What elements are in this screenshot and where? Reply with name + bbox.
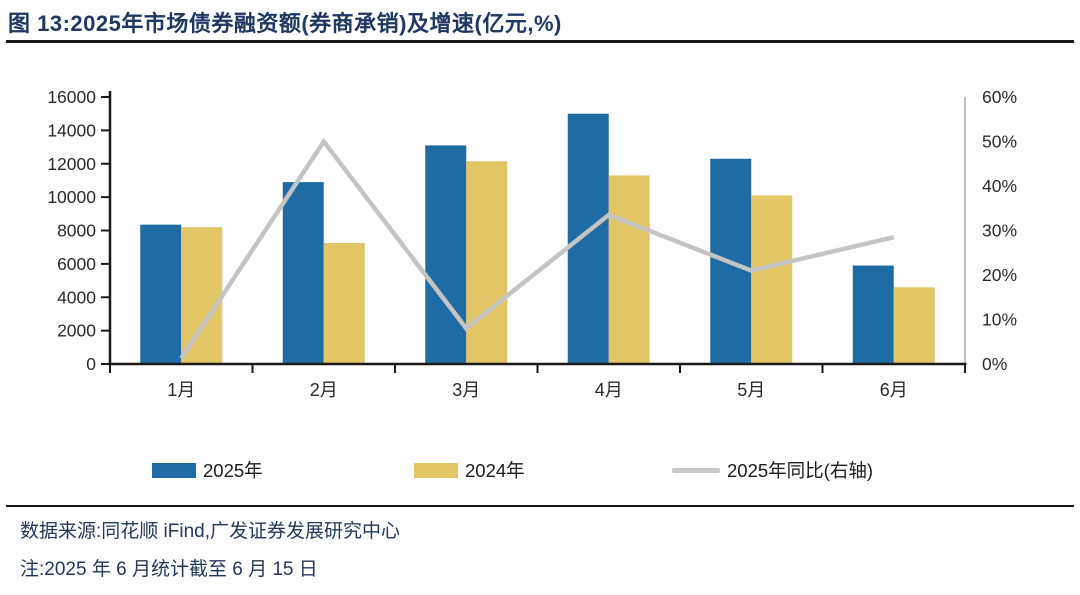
x-axis-tick-label: 3月 bbox=[452, 380, 480, 400]
legend-item-2025: 2025年 bbox=[152, 452, 263, 488]
y-axis-tick-label: 6000 bbox=[57, 254, 96, 274]
legend-item-growth: 2025年同比(右轴) bbox=[672, 452, 873, 488]
title-divider bbox=[6, 40, 1074, 43]
x-axis-tick-label: 2月 bbox=[310, 380, 338, 400]
y-axis-tick-label: 12000 bbox=[47, 154, 96, 174]
legend-label-2024: 2024年 bbox=[465, 460, 525, 481]
right-axis-tick-label: 20% bbox=[982, 265, 1017, 285]
legend-label-growth: 2025年同比(右轴) bbox=[727, 460, 873, 481]
y-axis-tick-label: 10000 bbox=[47, 187, 96, 207]
growth-line bbox=[179, 137, 895, 360]
legend-item-2024: 2024年 bbox=[414, 452, 525, 488]
bar-2024-4月 bbox=[608, 175, 650, 364]
bar-2025-3月 bbox=[425, 145, 467, 364]
right-axis-tick-label: 50% bbox=[982, 132, 1017, 152]
figure-title: 图 13:2025年市场债券融资额(券商承销)及增速(亿元,%) bbox=[8, 11, 562, 36]
right-axis-tick-label: 0% bbox=[982, 354, 1007, 374]
x-axis-tick-label: 1月 bbox=[167, 380, 195, 400]
bar-2025-2月 bbox=[282, 182, 324, 364]
x-axis-tick-label: 5月 bbox=[737, 380, 765, 400]
chart-legend: 2025年 2024年 2025年同比(右轴) bbox=[0, 452, 1080, 488]
bar-2025-6月 bbox=[852, 265, 894, 364]
bar-2024-6月 bbox=[893, 287, 935, 364]
bar-2024-3月 bbox=[466, 161, 508, 364]
legend-swatch-2025-bar bbox=[152, 462, 196, 478]
y-axis-tick-label: 4000 bbox=[57, 287, 96, 307]
bar-2024-2月 bbox=[323, 243, 365, 364]
bar-2024-5月 bbox=[751, 195, 793, 364]
y-axis-tick-label: 2000 bbox=[57, 321, 96, 341]
bar-2025-4月 bbox=[567, 113, 609, 364]
legend-swatch-2024-bar bbox=[414, 462, 458, 478]
y-axis-tick-label: 16000 bbox=[47, 87, 96, 107]
y-axis-tick-label: 14000 bbox=[47, 120, 96, 140]
right-axis-tick-label: 60% bbox=[982, 87, 1017, 107]
right-axis-tick-label: 40% bbox=[982, 176, 1017, 196]
x-axis-tick-label: 4月 bbox=[595, 380, 623, 400]
combo-chart: 0 2000 4000 6000 8000 10000 12000 14000 16000 1月 2… bbox=[47, 87, 1017, 400]
footnote-text: 注:2025 年 6 月统计截至 6 月 15 日 bbox=[20, 559, 318, 580]
footer-divider bbox=[6, 505, 1074, 507]
legend-label-2025: 2025年 bbox=[203, 460, 263, 481]
x-axis-tick-label: 6月 bbox=[880, 380, 908, 400]
legend-swatch-growth-line bbox=[672, 467, 720, 473]
right-axis-tick-label: 10% bbox=[982, 310, 1017, 330]
bar-2024-1月 bbox=[181, 227, 223, 364]
y-axis-tick-label: 0 bbox=[86, 354, 96, 374]
bar-2025-1月 bbox=[140, 224, 182, 364]
y-axis-tick-label: 8000 bbox=[57, 221, 96, 241]
data-source-text: 数据来源:同花顺 iFind,广发证券发展研究中心 bbox=[20, 521, 401, 542]
right-axis-tick-label: 30% bbox=[982, 221, 1017, 241]
